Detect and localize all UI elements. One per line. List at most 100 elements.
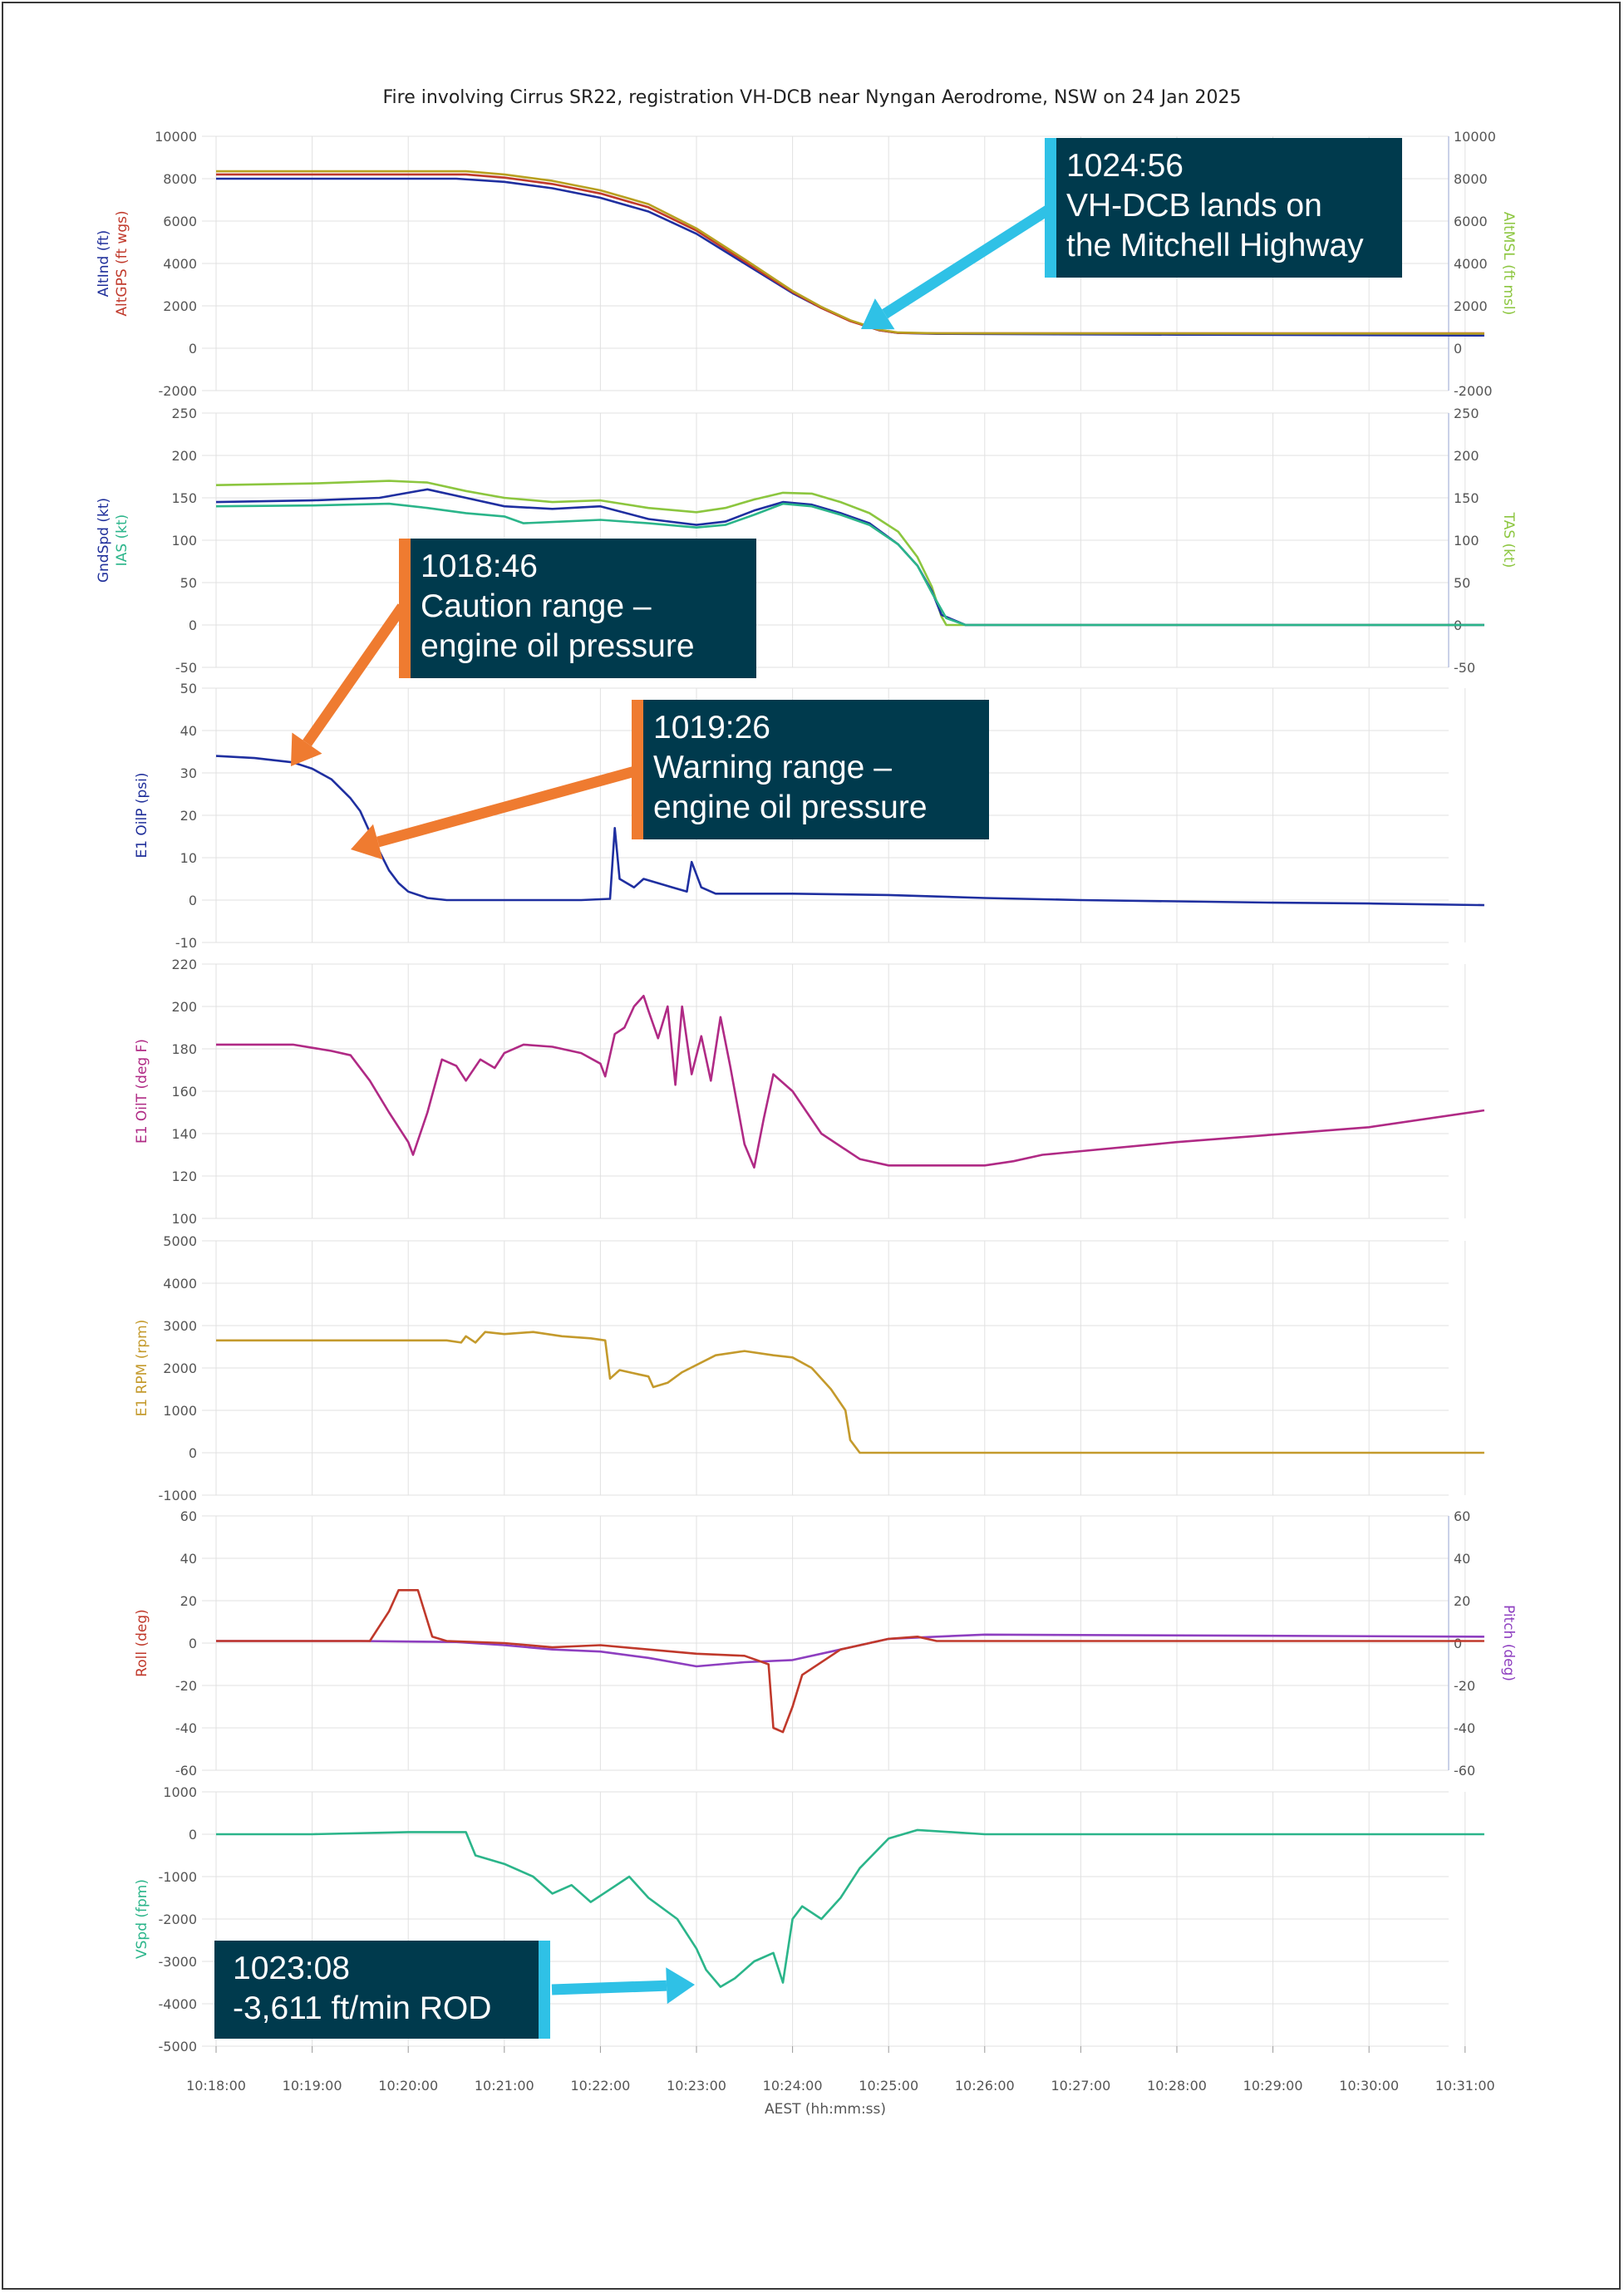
y-tick-label: -50 <box>175 660 197 676</box>
y-tick-label: 30 <box>180 765 197 781</box>
callout-accent-bar <box>399 539 411 678</box>
y-tick-label: 0 <box>189 1827 197 1843</box>
y-tick-label: 10000 <box>155 129 197 145</box>
callout-arrow-shaft <box>376 765 637 848</box>
series-line <box>215 755 1484 907</box>
x-tick-label: 10:25:00 <box>859 2078 918 2094</box>
y-tick-label: 220 <box>171 957 197 972</box>
callout-rod: 1023:08 -3,611 ft/min ROD <box>214 1941 550 2039</box>
y-tick-label: 60 <box>180 1508 197 1524</box>
x-tick-label: 10:23:00 <box>667 2078 726 2094</box>
x-tick-label: 10:24:00 <box>763 2078 823 2094</box>
right-y-tick-label: -2000 <box>1454 383 1493 399</box>
panel-attitude: -60 -60 -40 -40 -20 -20 0 0 20 20 40 40 60 60 Roll (de… <box>134 1508 1517 1779</box>
y-tick-label: 5000 <box>163 1233 197 1249</box>
x-axis-label: AEST (hh:mm:ss) <box>765 2101 886 2118</box>
right-y-tick-label: -60 <box>1454 1763 1475 1779</box>
right-y-tick-label: 40 <box>1454 1551 1470 1567</box>
x-tick-label: 10:26:00 <box>955 2078 1015 2094</box>
y-tick-label: -1000 <box>159 1488 198 1503</box>
right-y-tick-label: 2000 <box>1454 298 1488 314</box>
y-tick-label: 140 <box>171 1126 197 1142</box>
y-tick-label: 150 <box>171 490 197 506</box>
panel-oil-temp: 100 120 140 160 180 200 220 E1 OilT (deg F) <box>134 957 1485 1227</box>
series-line <box>216 995 1485 1169</box>
callout-warning: 1019:26 Warning range – engine oil pressur… <box>632 700 989 839</box>
y-tick-label: 40 <box>180 723 197 739</box>
x-tick-label: 10:28:00 <box>1147 2078 1207 2094</box>
callout-caution: 1018:46 Caution range – engine oil pressur… <box>399 539 756 678</box>
right-y-tick-label: 100 <box>1454 533 1479 549</box>
callout-landing: 1024:56 VH-DCB lands on the Mitchell Highw… <box>1045 138 1402 278</box>
callout-box <box>632 700 989 839</box>
right-y-tick-label: 50 <box>1454 575 1470 591</box>
y-tick-label: 4000 <box>163 1276 197 1292</box>
callout-arrow-shaft <box>551 1980 667 1995</box>
callout-box <box>399 539 756 678</box>
right-y-tick-label: 0 <box>1454 1636 1462 1651</box>
y-tick-label: -5000 <box>159 2039 198 2054</box>
right-y-tick-label: -20 <box>1454 1678 1475 1694</box>
callout-text: Caution range – <box>421 588 652 624</box>
y-tick-label: -20 <box>175 1678 197 1694</box>
right-y-tick-label: 10000 <box>1454 129 1496 145</box>
y-tick-label: 200 <box>171 999 197 1015</box>
y-tick-label: 0 <box>189 341 197 357</box>
y-axis-label: VSpd (fpm) <box>134 1879 150 1959</box>
y-axis-label: E1 RPM (rpm) <box>134 1320 150 1417</box>
callout-arrow-head <box>861 298 895 330</box>
y-tick-label: -3000 <box>159 1954 198 1970</box>
callout-text: 1024:56 <box>1066 148 1184 184</box>
y-tick-label: -4000 <box>159 1996 198 2012</box>
y-tick-label: 200 <box>171 448 197 464</box>
y-tick-label: -2000 <box>159 1912 198 1927</box>
right-y-tick-label: 4000 <box>1454 256 1488 272</box>
y-tick-label: 0 <box>189 1445 197 1461</box>
y-tick-label: 160 <box>171 1084 197 1100</box>
callout-arrow-head <box>666 1967 695 2005</box>
right-y-tick-label: 6000 <box>1454 214 1488 229</box>
y-tick-label: -40 <box>175 1720 197 1736</box>
y-tick-label: 40 <box>180 1551 197 1567</box>
callout-box <box>1045 138 1402 278</box>
series-line <box>216 170 1484 335</box>
x-tick-label: 10:31:00 <box>1435 2078 1495 2094</box>
callout-arrow-shaft <box>882 204 1052 319</box>
callout-text: 1018:46 <box>421 549 538 584</box>
y-tick-label: 180 <box>171 1041 197 1057</box>
right-y-tick-label: 150 <box>1454 490 1479 506</box>
y-tick-label: 1000 <box>163 1784 197 1800</box>
y-tick-label: 20 <box>180 808 197 824</box>
callout-arrow-head <box>291 732 322 766</box>
series-line <box>216 1828 1484 1988</box>
panel-vertical-speed: -5000 -4000 -3000 -2000 -1000 0 1000 VSpd (fpm) <box>134 1784 1484 2054</box>
y-tick-label: 50 <box>180 575 197 591</box>
y-tick-label: -60 <box>175 1763 197 1779</box>
y-axis-label: GndSpd (kt) <box>96 498 112 583</box>
right-y-tick-label: -40 <box>1454 1720 1475 1736</box>
y-tick-label: 6000 <box>163 214 197 229</box>
callout-text: 1019:26 <box>653 710 770 745</box>
right-y-tick-label: 0 <box>1454 341 1462 357</box>
y-axis-label: E1 OilP (psi) <box>134 772 150 858</box>
x-tick-label: 10:22:00 <box>570 2078 630 2094</box>
right-y-tick-label: 200 <box>1454 448 1479 464</box>
callout-accent-bar <box>539 1941 550 2039</box>
x-tick-label: 10:30:00 <box>1339 2078 1399 2094</box>
y-tick-label: 250 <box>171 406 197 421</box>
y-tick-label: 8000 <box>163 171 197 187</box>
series-line <box>216 1331 1484 1454</box>
y-tick-label: 10 <box>180 850 197 866</box>
x-tick-label: 10:19:00 <box>283 2078 342 2094</box>
y-tick-label: 2000 <box>163 1361 197 1376</box>
y-tick-label: -10 <box>175 935 197 951</box>
y-tick-label: 120 <box>171 1169 197 1184</box>
series-line <box>215 502 1484 627</box>
y-tick-label: 0 <box>189 893 197 908</box>
x-tick-label: 10:20:00 <box>378 2078 438 2094</box>
series-line <box>216 1633 1484 1668</box>
y-axis-label: E1 OilT (deg F) <box>134 1039 150 1144</box>
callout-box <box>214 1941 550 2039</box>
